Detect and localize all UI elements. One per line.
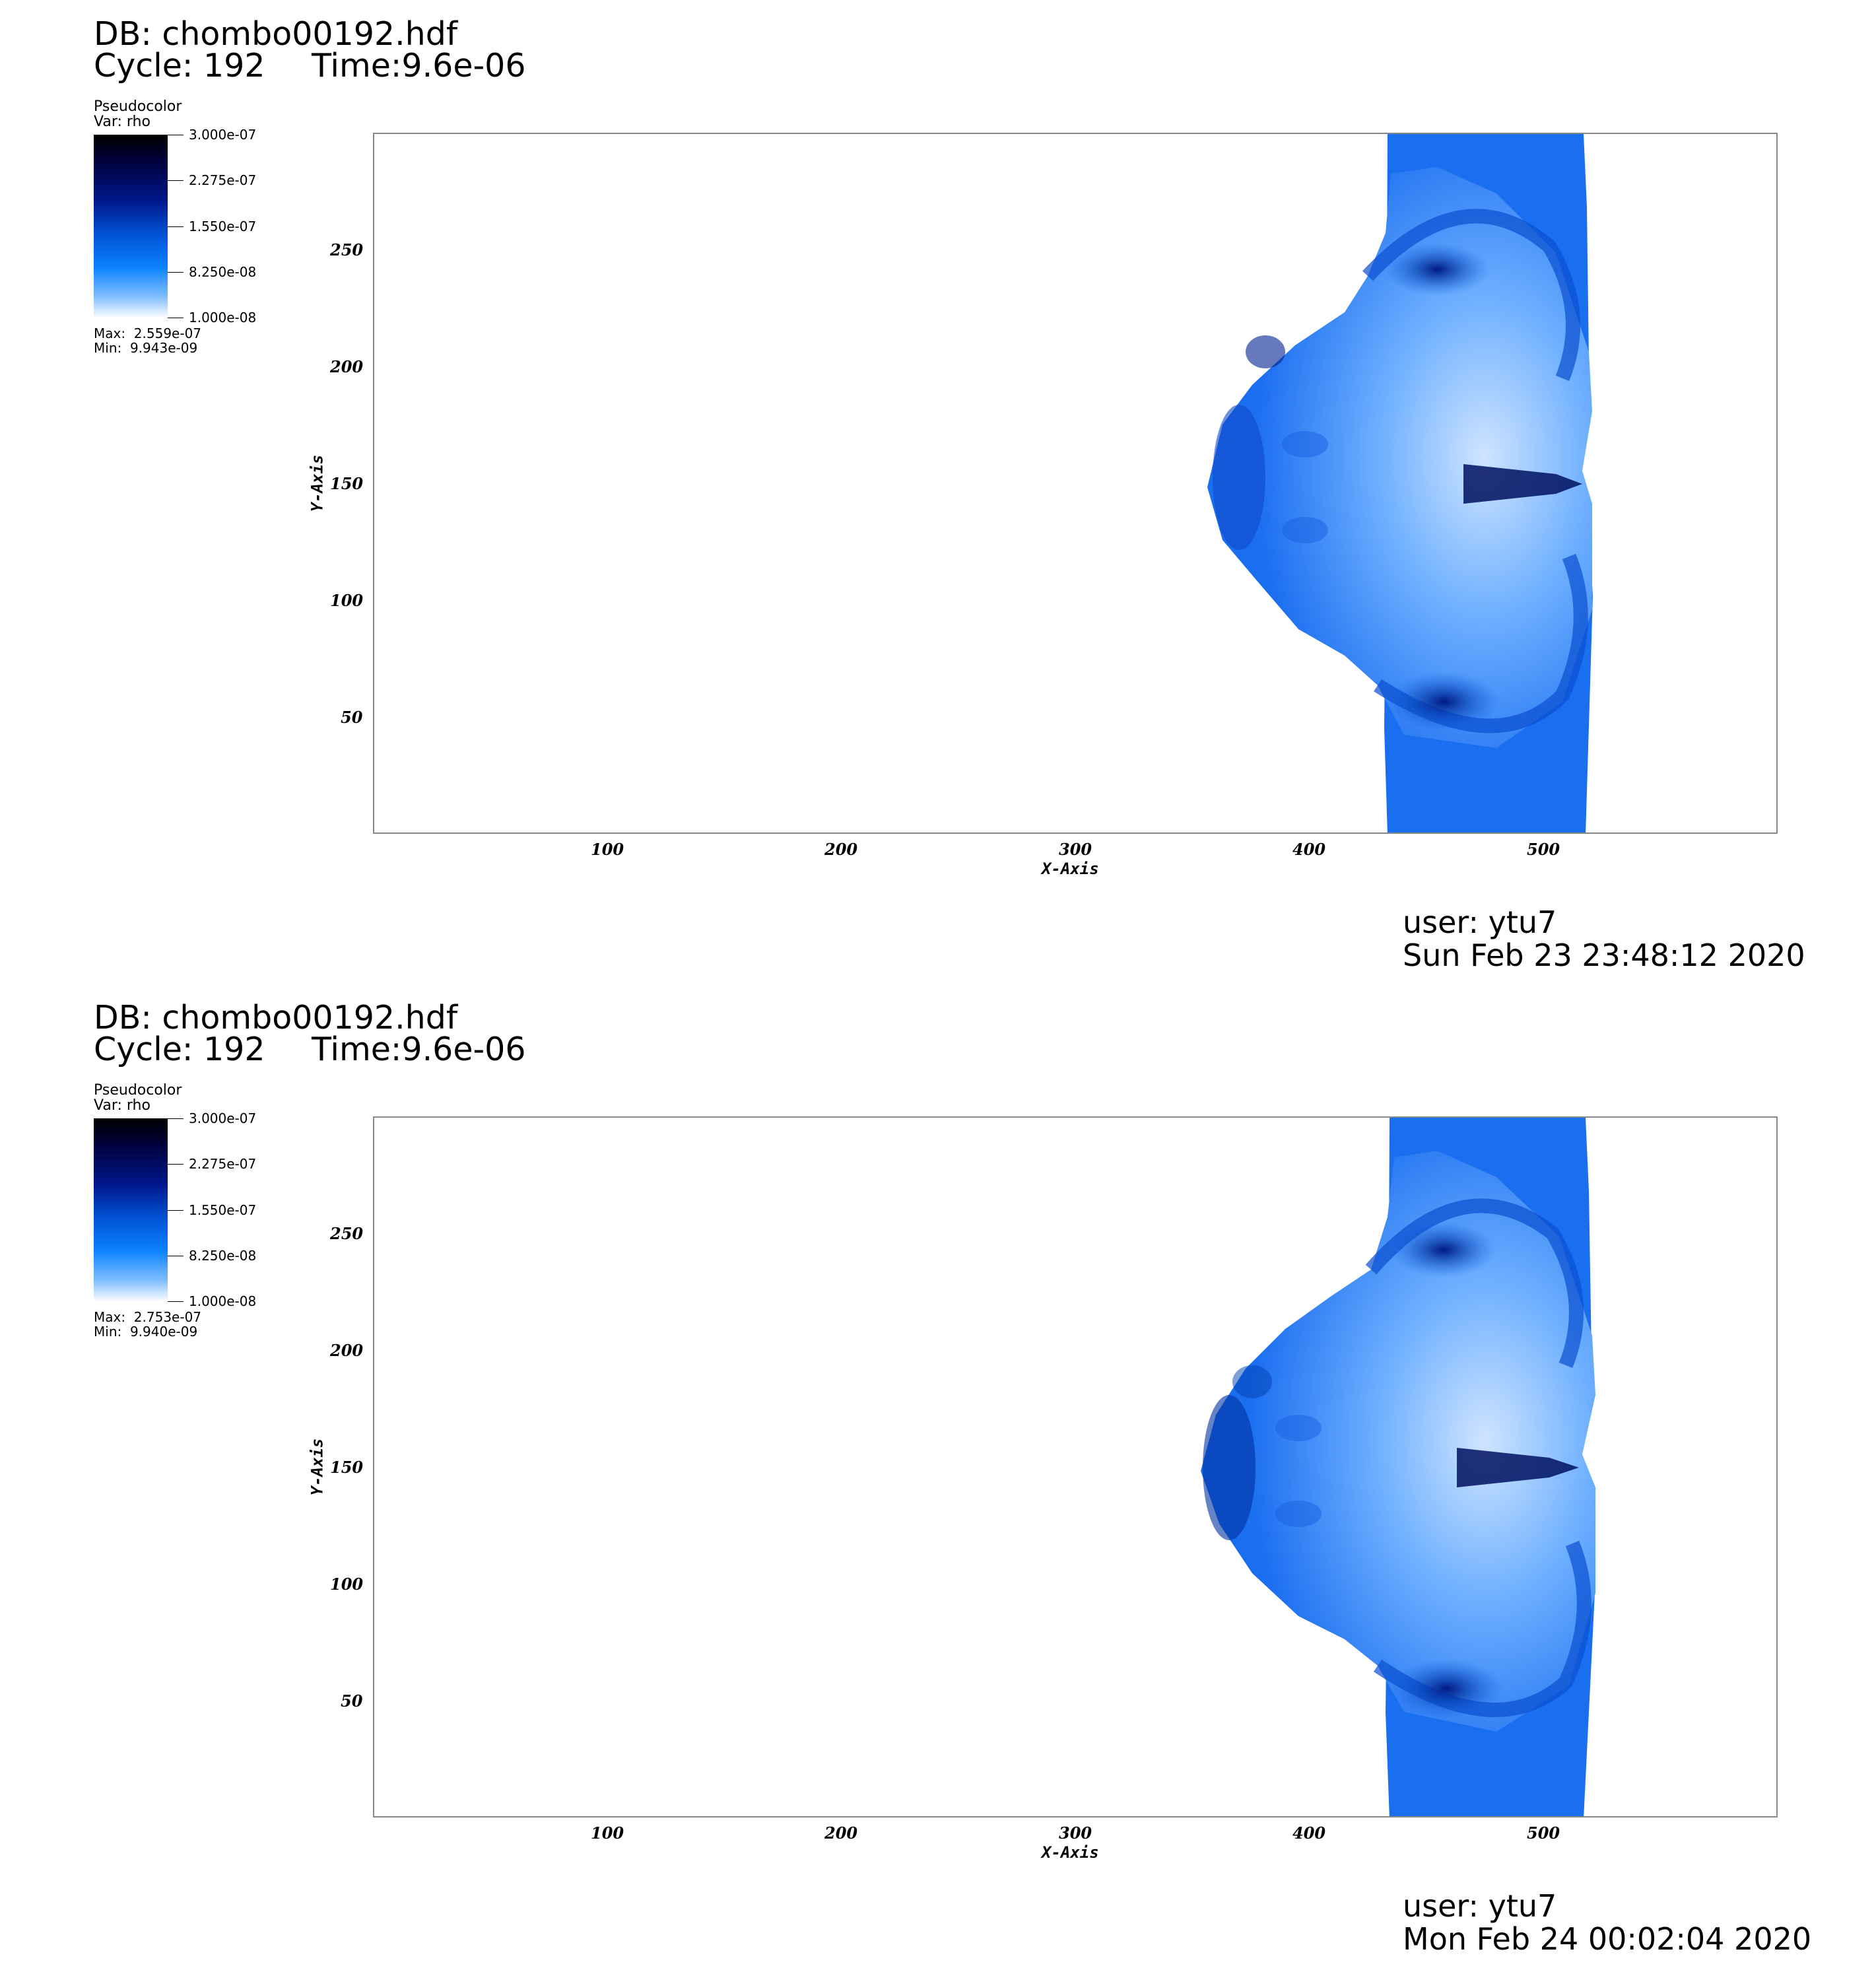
db-title: DB: chombo00192.hdf [94,15,458,53]
colorbar [94,135,168,318]
colorbar-label: 8.250e-08 [189,1248,257,1264]
visit-panel-1: DB: chombo00192.hdf Cycle: 192 Time:9.6e… [94,15,1805,973]
date-label: Mon Feb 24 00:02:04 2020 [1403,1921,1812,1957]
legend-max: Max: 2.753e-07 [94,1309,202,1325]
x-tick-label: 300 [1059,1823,1092,1843]
x-axis-label: X-Axis [1042,1843,1099,1862]
legend-max: Max: 2.559e-07 [94,325,202,341]
time-label: Time:9.6e-06 [312,47,526,85]
x-tick-label: 400 [1292,840,1326,859]
y-tick-label: 50 [341,1691,363,1711]
x-tick-label: 500 [1527,840,1560,859]
x-tick-label: 100 [591,1823,624,1843]
legend-min: Min: 9.943e-09 [94,340,198,356]
colorbar-label: 2.275e-07 [189,1156,257,1172]
y-tick-label: 200 [330,357,364,376]
visit-panel-2: DB: chombo00192.hdf Cycle: 192 Time:9.6e… [0,984,1876,1969]
colorbar-tick [168,180,184,181]
colorbar-tick [168,1118,184,1119]
colorbar-label: 3.000e-07 [189,127,257,143]
x-tick-label: 200 [824,1823,858,1843]
y-tick-label: 100 [330,1575,364,1594]
user-label: user: ytu7 [1403,1888,1557,1924]
y-tick-label: 150 [330,1458,364,1477]
y-tick-label: 200 [330,1341,364,1360]
user-label: user: ytu7 [1403,904,1557,940]
colorbar-tick [168,1301,184,1302]
colorbar-tick [168,1164,184,1165]
x-axis-label: X-Axis [1042,860,1099,878]
y-tick-label: 50 [341,708,363,727]
colorbar [94,1118,168,1302]
y-axis-label: Y-Axis [308,454,327,512]
colorbar-label: 8.250e-08 [189,264,257,280]
colorbar-label: 1.000e-08 [189,1293,257,1309]
colorbar-tick [168,226,184,227]
density-field [1207,134,1593,832]
y-tick-label: 250 [330,240,364,259]
plot-area [373,133,1778,834]
x-tick-label: 100 [591,840,624,859]
x-tick-label: 200 [824,840,858,859]
legend-plot-type: Pseudocolor [94,1082,182,1099]
colorbar-tick [168,272,184,273]
cycle-label: Cycle: 192 [94,1031,265,1068]
x-tick-label: 400 [1292,1823,1326,1843]
y-tick-label: 100 [330,591,364,610]
legend-var: Var: rho [94,1097,151,1114]
colorbar-tick [168,1210,184,1211]
time-label: Time:9.6e-06 [312,1031,526,1068]
x-tick-label: 500 [1527,1823,1560,1843]
colorbar-label: 1.550e-07 [189,219,257,234]
y-axis-label: Y-Axis [308,1438,327,1496]
plot-area [373,1116,1778,1817]
legend-min: Min: 9.940e-09 [94,1324,198,1340]
legend-var: Var: rho [94,114,151,130]
colorbar-label: 1.000e-08 [189,310,257,325]
legend-plot-type: Pseudocolor [94,98,182,115]
date-label: Sun Feb 23 23:48:12 2020 [1403,937,1805,973]
db-title: DB: chombo00192.hdf [94,999,458,1036]
y-tick-label: 250 [330,1224,364,1243]
colorbar-label: 1.550e-07 [189,1202,257,1218]
density-field [1201,1118,1595,1816]
colorbar-label: 3.000e-07 [189,1110,257,1126]
colorbar-label: 2.275e-07 [189,172,257,188]
y-tick-label: 150 [330,474,364,493]
x-tick-label: 300 [1059,840,1092,859]
cycle-label: Cycle: 192 [94,47,265,85]
